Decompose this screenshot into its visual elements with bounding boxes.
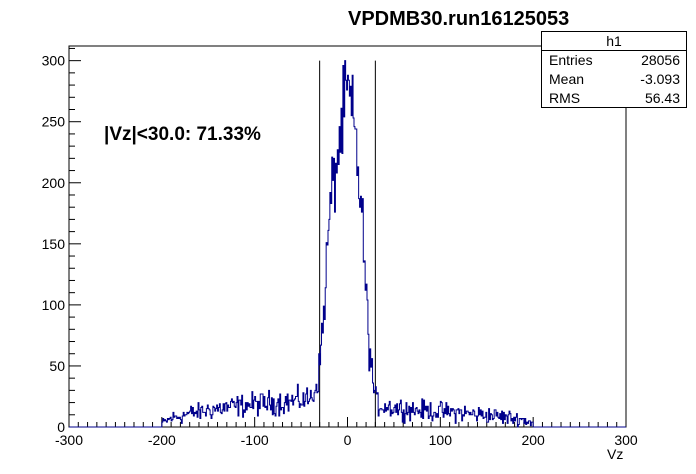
stats-row-entries: Entries 28056 — [542, 51, 686, 70]
stats-row-mean: Mean -3.093 — [542, 70, 686, 89]
x-tick-label: 300 — [614, 432, 638, 448]
stats-value: 56.43 — [644, 90, 680, 106]
x-axis-label: Vz — [607, 446, 624, 462]
x-tick-label: -300 — [55, 432, 83, 448]
x-axis-ticks: -300 -200 -100 0 100 200 300 — [55, 417, 638, 448]
cut-annotation: |Vz|<30.0: 71.33% — [104, 124, 261, 145]
stats-row-rms: RMS 56.43 — [542, 89, 686, 108]
chart-title: VPDMB30.run16125053 — [348, 8, 570, 30]
x-tick-label: -100 — [241, 432, 269, 448]
x-tick-label: -200 — [148, 432, 176, 448]
y-tick-label: 50 — [49, 358, 65, 374]
x-tick-label: 0 — [344, 432, 352, 448]
x-tick-label: 200 — [521, 432, 545, 448]
histogram-line — [69, 60, 626, 428]
stats-label: Mean — [549, 71, 585, 87]
stats-box: h1 Entries 28056 Mean -3.093 RMS 56.43 — [541, 31, 687, 108]
y-tick-label: 250 — [42, 114, 66, 130]
y-tick-label: 100 — [42, 297, 66, 313]
x-tick-label: 100 — [429, 432, 453, 448]
y-tick-label: 0 — [57, 419, 65, 435]
stats-box-name: h1 — [542, 32, 686, 51]
y-axis-ticks: 0 50 100 150 200 250 300 — [42, 47, 81, 435]
y-tick-label: 200 — [42, 175, 66, 191]
cut-lines — [319, 60, 376, 427]
stats-value: 28056 — [641, 52, 680, 68]
y-tick-label: 150 — [42, 236, 66, 252]
y-tick-label: 300 — [42, 53, 66, 69]
stats-value: -3.093 — [640, 71, 680, 87]
stats-label: Entries — [549, 52, 593, 68]
stats-label: RMS — [549, 90, 581, 106]
